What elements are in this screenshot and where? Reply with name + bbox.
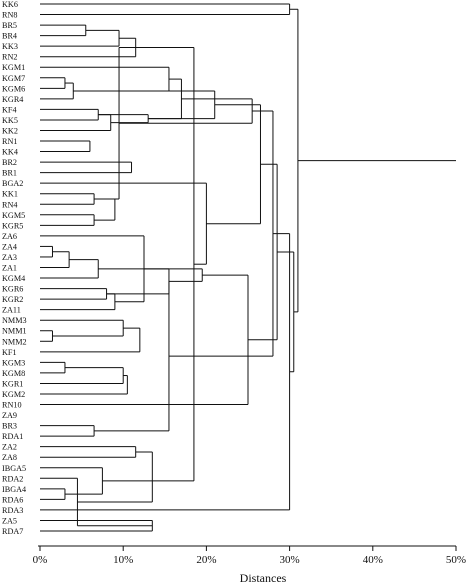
leaf-label-kgm4: KGM4: [2, 274, 25, 283]
leaf-label-kk1: KK1: [2, 190, 18, 199]
leaf-label-za9: ZA9: [2, 411, 17, 420]
leaf-label-kk5: KK5: [2, 116, 18, 125]
dendrogram-links: [40, 3, 456, 532]
x-tick-label: 50%: [446, 554, 466, 566]
leaf-label-kgm8: KGM8: [2, 369, 25, 378]
leaf-label-kk3: KK3: [2, 42, 18, 51]
leaf-label-kgm3: KGM3: [2, 358, 25, 367]
leaf-label-nmm1: NMM1: [2, 327, 27, 336]
x-tick-label: 0%: [33, 554, 48, 566]
leaf-label-kk6: KK6: [2, 0, 18, 9]
leaf-label-kgr6: KGR6: [2, 285, 23, 294]
leaf-label-kgm7: KGM7: [2, 74, 25, 83]
x-tick-label: 10%: [113, 554, 133, 566]
leaf-label-kgr5: KGR5: [2, 221, 23, 230]
leaf-label-rda7: RDA7: [2, 527, 23, 536]
leaf-label-za6: ZA6: [2, 232, 17, 241]
leaf-label-rda1: RDA1: [2, 432, 23, 441]
leaf-label-br4: BR4: [2, 32, 17, 41]
leaf-label-nmm2: NMM2: [2, 337, 27, 346]
leaf-label-bga2: BGA2: [2, 179, 23, 188]
leaf-label-kf4: KF4: [2, 105, 17, 114]
leaf-label-ibga4: IBGA4: [2, 485, 26, 494]
leaf-label-rn10: RN10: [2, 401, 22, 410]
leaf-label-kgm1: KGM1: [2, 63, 25, 72]
leaf-label-za11: ZA11: [2, 306, 21, 315]
leaf-label-kk4: KK4: [2, 148, 18, 157]
leaf-label-rda6: RDA6: [2, 495, 23, 504]
leaf-label-ibga5: IBGA5: [2, 464, 26, 473]
leaf-label-nmm3: NMM3: [2, 316, 27, 325]
leaf-label-za4: ZA4: [2, 242, 17, 251]
leaf-label-za3: ZA3: [2, 253, 17, 262]
leaf-label-kgr1: KGR1: [2, 379, 23, 388]
leaf-label-br3: BR3: [2, 422, 17, 431]
x-axis-title: Distances: [240, 571, 287, 585]
leaf-label-za5: ZA5: [2, 516, 17, 525]
x-tick-label: 30%: [280, 554, 300, 566]
leaf-label-za8: ZA8: [2, 453, 17, 462]
leaf-label-rn4: RN4: [2, 200, 17, 209]
leaf-label-rn1: RN1: [2, 137, 17, 146]
leaf-label-br5: BR5: [2, 21, 17, 30]
leaf-label-rn2: RN2: [2, 53, 17, 62]
leaf-label-br1: BR1: [2, 169, 17, 178]
leaf-label-kk2: KK2: [2, 126, 18, 135]
leaf-label-br2: BR2: [2, 158, 17, 167]
x-axis-ticks: 0% 10% 20% 30% 40% 50%: [33, 546, 466, 566]
x-tick-label: 40%: [363, 554, 383, 566]
x-tick-label: 20%: [196, 554, 216, 566]
leaf-label-kgm5: KGM5: [2, 211, 25, 220]
leaf-label-rn8: RN8: [2, 11, 17, 20]
leaf-label-rda3: RDA3: [2, 506, 23, 515]
leaf-label-za2: ZA2: [2, 443, 17, 452]
leaf-label-kgr2: KGR2: [2, 295, 23, 304]
leaf-label-za1: ZA1: [2, 264, 17, 273]
leaf-label-kf1: KF1: [2, 348, 17, 357]
leaf-label-kgm2: KGM2: [2, 390, 25, 399]
leaf-label-kgr4: KGR4: [2, 95, 23, 104]
leaf-label-rda2: RDA2: [2, 474, 23, 483]
leaf-label-kgm6: KGM6: [2, 84, 25, 93]
